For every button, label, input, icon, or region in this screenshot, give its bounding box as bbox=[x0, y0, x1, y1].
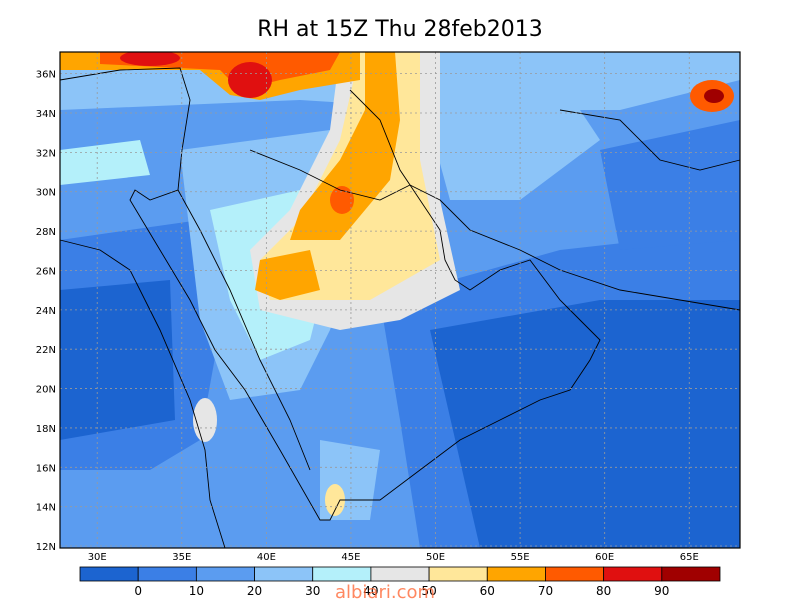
lat-tick-label: 28N bbox=[36, 227, 56, 238]
colorbar-swatch bbox=[661, 566, 721, 582]
colorbar-label: 70 bbox=[538, 584, 553, 598]
lat-tick-label: 14N bbox=[36, 503, 56, 514]
map-frame bbox=[59, 51, 741, 549]
colorbar-label: 90 bbox=[654, 584, 669, 598]
rh-field bbox=[60, 52, 740, 548]
colorbar-swatch bbox=[545, 566, 605, 582]
lon-tick-label: 55E bbox=[511, 552, 530, 563]
lon-tick-label: 40E bbox=[257, 552, 276, 563]
lat-tick-label: 26N bbox=[36, 266, 56, 277]
colorbar-swatch bbox=[254, 566, 314, 582]
colorbar-swatch bbox=[603, 566, 663, 582]
lat-tick-label: 32N bbox=[36, 148, 56, 159]
colorbar-label: 0 bbox=[134, 584, 142, 598]
lat-tick-label: 24N bbox=[36, 306, 56, 317]
lon-tick-label: 65E bbox=[680, 552, 699, 563]
graticule bbox=[60, 52, 740, 548]
lat-tick-label: 12N bbox=[36, 542, 56, 553]
coastlines bbox=[59, 67, 741, 549]
lon-tick-label: 45E bbox=[341, 552, 360, 563]
watermark: albiari.com bbox=[335, 582, 435, 600]
lon-tick-label: 50E bbox=[426, 552, 445, 563]
colorbar-label: 80 bbox=[596, 584, 611, 598]
lon-tick-label: 35E bbox=[172, 552, 191, 563]
lat-tick-label: 36N bbox=[36, 70, 56, 81]
colorbar-swatch bbox=[137, 566, 197, 582]
title: RH at 15Z Thu 28feb2013 bbox=[257, 17, 543, 42]
lon-tick-label: 30E bbox=[88, 552, 107, 563]
colorbar: 0 10 20 30 40 50 60 70 80 90 bbox=[79, 566, 721, 598]
lat-tick-label: 16N bbox=[36, 463, 56, 474]
lon-tick-label: 60E bbox=[595, 552, 614, 563]
colorbar-swatch bbox=[428, 566, 488, 582]
colorbar-swatch bbox=[370, 566, 430, 582]
lat-tick-label: 20N bbox=[36, 385, 56, 396]
colorbar-label: 60 bbox=[480, 584, 495, 598]
lat-tick-label: 34N bbox=[36, 109, 56, 120]
lat-tick-label: 18N bbox=[36, 424, 56, 435]
lat-tick-label: 22N bbox=[36, 345, 56, 356]
colorbar-label: 40 bbox=[363, 584, 378, 598]
colorbar-swatch bbox=[486, 566, 546, 582]
colorbar-label: 20 bbox=[247, 584, 262, 598]
lat-tick-label: 30N bbox=[36, 188, 56, 199]
colorbar-label: 30 bbox=[305, 584, 320, 598]
colorbar-label: 50 bbox=[421, 584, 436, 598]
colorbar-swatch bbox=[195, 566, 255, 582]
colorbar-swatch bbox=[312, 566, 372, 582]
colorbar-label: 10 bbox=[189, 584, 204, 598]
colorbar-swatch bbox=[79, 566, 139, 582]
